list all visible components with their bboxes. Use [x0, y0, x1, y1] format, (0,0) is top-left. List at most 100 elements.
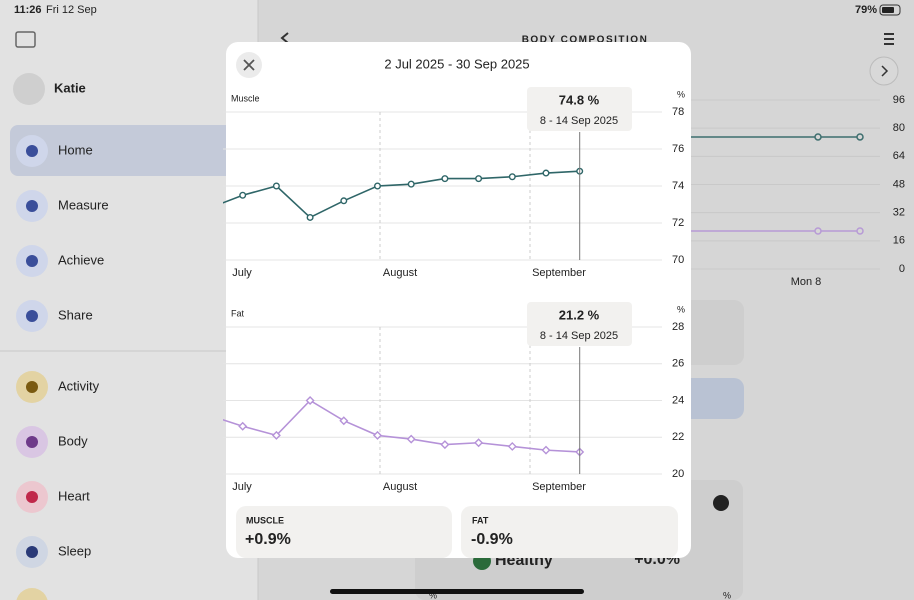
point [306, 213, 314, 221]
x-tick-label: August [383, 481, 417, 493]
category-glyph [26, 381, 38, 393]
unit: % [429, 590, 437, 600]
help-button [713, 495, 729, 511]
unit: % [723, 590, 731, 600]
point [272, 182, 280, 190]
category-glyph [26, 436, 38, 448]
y-tick-label: 28 [672, 321, 684, 333]
bg-y-tick-label: 48 [893, 178, 905, 190]
nav-selected [10, 125, 250, 176]
unit: % [677, 304, 685, 314]
tooltip-value: 74.8 % [559, 92, 600, 107]
next-button[interactable] [869, 56, 899, 86]
summary-name: MUSCLE [246, 515, 284, 525]
summary-change: +0.9% [245, 531, 291, 548]
summary-change: -0.9% [471, 531, 513, 548]
y-tick-label: 76 [672, 143, 684, 155]
point [542, 169, 550, 177]
nav-item: Measure [58, 197, 109, 212]
point [373, 430, 382, 440]
help: ? [718, 498, 724, 509]
category-icon [16, 588, 48, 600]
chart-name: Muscle [231, 93, 260, 103]
nav-glyph [26, 200, 38, 212]
point [507, 441, 517, 451]
bg-point [856, 133, 864, 141]
category-item: Sleep [58, 543, 91, 558]
category-glyph [26, 546, 38, 558]
tooltip-range: 8 - 14 Sep 2025 [540, 330, 618, 342]
x-tick-label: July [232, 267, 252, 279]
nav-item: Home [58, 142, 93, 157]
point [474, 438, 484, 448]
tooltip-value: 21.2 % [559, 307, 600, 322]
tooltip-range: 8 - 14 Sep 2025 [540, 115, 618, 127]
point [239, 191, 247, 199]
date: Fri 12 Sep [46, 4, 97, 16]
bg-y-tick-label: 96 [893, 94, 905, 106]
chevron [881, 65, 889, 77]
time: 11:26 [14, 4, 42, 16]
point [305, 396, 315, 405]
y-tick-label: 78 [672, 106, 684, 118]
point [374, 182, 382, 190]
battery-icon [879, 4, 901, 16]
avatar [13, 73, 45, 105]
tooltip [527, 87, 632, 131]
summary-name: FAT [472, 515, 489, 525]
bg-y-tick-label: 32 [893, 207, 905, 219]
close-icon [243, 59, 255, 71]
category-glyph [26, 491, 38, 503]
list-icon[interactable] [884, 33, 894, 45]
category-item: Heart [58, 488, 90, 503]
category-item: Activity [58, 378, 100, 393]
point [475, 175, 483, 183]
unit: % [677, 89, 685, 99]
y-tick-label: 72 [672, 217, 684, 229]
bg-y-tick-label: 64 [893, 150, 905, 162]
y-tick-label: 24 [672, 394, 684, 406]
user-name: Katie [54, 80, 86, 95]
home-indicator [330, 589, 584, 594]
chart-name: Fat [231, 308, 245, 318]
bg-point [814, 133, 822, 141]
bg-y-tick-label: 80 [893, 122, 905, 134]
sidebar-toggle[interactable] [15, 31, 36, 48]
modal-title: 2 Jul 2025 - 30 Sep 2025 [384, 56, 529, 71]
point [441, 175, 449, 183]
bg-y-tick-label: 0 [899, 263, 905, 275]
x-tick-label: August [383, 267, 417, 279]
nav-glyph [26, 255, 38, 267]
back-button[interactable] [280, 32, 289, 44]
point [508, 173, 516, 181]
nav-glyph [26, 145, 38, 157]
point [406, 434, 416, 444]
y-tick-label: 22 [672, 431, 684, 443]
nav-glyph [26, 310, 38, 322]
x-tick-label: September [532, 267, 586, 279]
bg-point [856, 227, 864, 235]
bg-point [814, 227, 822, 235]
nav-item: Share [58, 307, 93, 322]
summary-card [461, 506, 678, 558]
nav-item: Achieve [58, 252, 104, 267]
series-line [223, 399, 580, 453]
point [541, 445, 551, 455]
y-tick-label: 70 [672, 254, 684, 266]
series-line [223, 170, 580, 219]
summary-card [236, 506, 452, 558]
bg-y-tick-label: 16 [893, 235, 905, 247]
point [238, 421, 248, 431]
point [440, 440, 450, 450]
point [340, 197, 348, 205]
plot [223, 167, 584, 221]
y-tick-label: 74 [672, 180, 684, 192]
point [271, 430, 281, 440]
bg-x-label: Mon 8 [791, 276, 822, 288]
tooltip [527, 302, 632, 346]
x-tick-label: July [232, 481, 252, 493]
battery-level [882, 7, 894, 13]
point [339, 416, 349, 426]
x-tick-label: September [532, 481, 586, 493]
